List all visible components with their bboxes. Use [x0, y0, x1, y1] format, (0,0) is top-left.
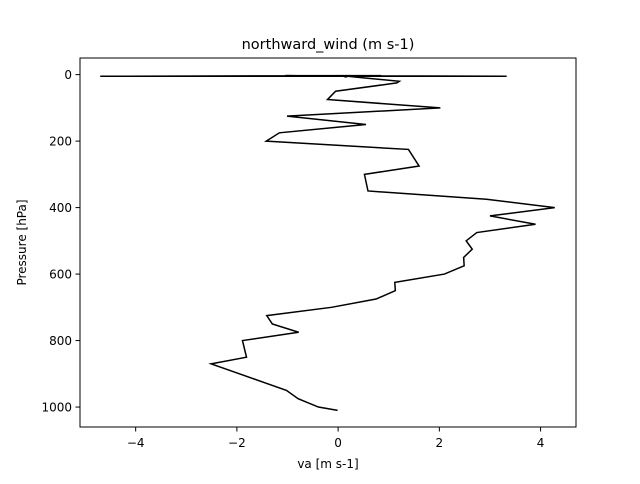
y-axis-label: Pressure [hPa]	[15, 199, 29, 285]
y-tick-label: 600	[49, 268, 72, 282]
x-tick-label: 4	[537, 436, 545, 450]
y-tick-label: 0	[64, 68, 72, 82]
y-axis-ticks: 0 200 400 600 800 1000	[41, 68, 80, 415]
y-tick-label: 1000	[41, 401, 72, 415]
profile-line	[100, 74, 555, 412]
y-tick-label: 400	[49, 201, 72, 215]
series-layer	[100, 74, 555, 412]
x-axis-ticks: −4 −2 0 2 4	[127, 427, 545, 450]
plot-frame	[79, 57, 577, 428]
x-axis-label: va [m s-1]	[297, 457, 358, 471]
x-tick-label: 0	[334, 436, 342, 450]
x-tick-label: −2	[228, 436, 246, 450]
y-tick-label: 800	[49, 334, 72, 348]
chart-title: northward_wind (m s-1)	[242, 37, 415, 53]
x-tick-label: 2	[436, 436, 444, 450]
x-tick-label: −4	[127, 436, 145, 450]
y-tick-label: 200	[49, 135, 72, 149]
